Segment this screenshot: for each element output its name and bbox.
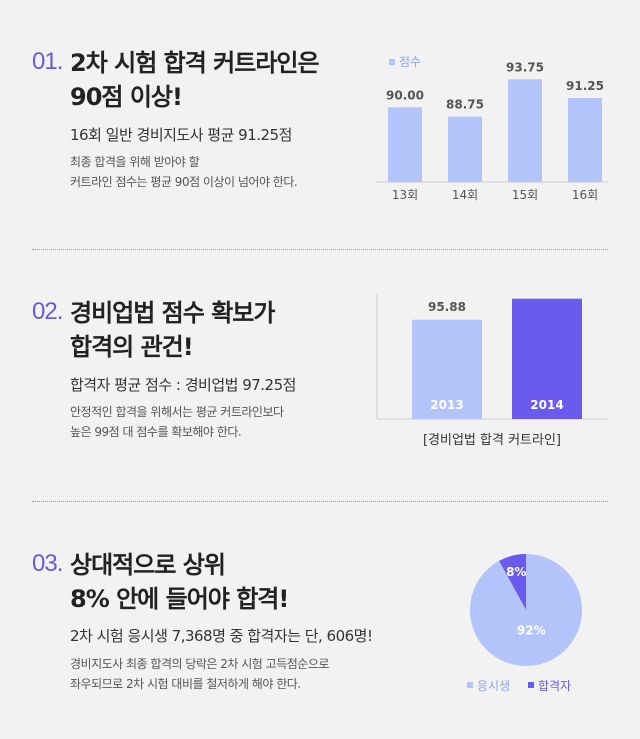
pie-value-label: 8% — [506, 565, 526, 579]
section-description: 최종 합격을 위해 받아야 할 커트라인 점수는 평균 90점 이상이 넘어야 … — [70, 152, 298, 192]
section-heading: 상대적으로 상위 8% 안에 들어야 합격! — [70, 548, 289, 616]
legend-marker — [528, 682, 534, 688]
category-label: 2013 — [430, 398, 463, 412]
legend-label: 응시생 — [477, 679, 510, 693]
section-heading: 2차 시험 합격 커트라인은 90점 이상! — [70, 46, 320, 114]
category-label: 13회 — [392, 188, 418, 202]
heading-line: 2차 시험 합격 커트라인은 — [70, 49, 320, 77]
heading-line: 8% 안에 들어야 합격! — [70, 585, 289, 613]
heading-line: 90점 이상! — [70, 83, 183, 111]
legend-label: 점수 — [399, 55, 421, 69]
section-number: 03. — [32, 550, 63, 577]
section-number: 02. — [32, 298, 63, 325]
section-divider — [32, 249, 608, 250]
bar-value-label: 91.25 — [566, 79, 604, 93]
section-subtitle: 합격자 평균 점수 : 경비업법 97.25점 — [70, 376, 296, 394]
bar-value-label: 88.75 — [446, 98, 484, 112]
section-subtitle: 2차 시험 응시생 7,368명 중 합격자는 단, 606명! — [70, 627, 373, 645]
legend-label: 합격자 — [538, 679, 571, 693]
desc-line: 안정적인 합격을 위해서는 평균 커트라인보다 — [70, 405, 284, 419]
desc-line: 경비지도사 최종 합격의 당락은 2차 시험 고득점순으로 — [70, 657, 329, 671]
section-heading: 경비업법 점수 확보가 합격의 관건! — [70, 296, 275, 364]
legend-marker — [467, 682, 473, 688]
section-number: 01. — [32, 48, 63, 75]
desc-line: 최종 합격을 위해 받아야 할 — [70, 155, 200, 169]
desc-line: 높은 99점 대 점수를 확보해야 한다. — [70, 425, 242, 439]
pie-slice — [499, 554, 526, 610]
score-bar-chart: 점수 90.00 13회 88.75 14회 93.75 15회 91.25 16회 — [376, 55, 608, 202]
law-cutline-bar-chart: 95.88201399.252014 [경비업법 합격 커트라인] — [376, 294, 608, 448]
section-description: 경비지도사 최종 합격의 당락은 2차 시험 고득점순으로 좌우되므로 2차 시… — [70, 654, 329, 694]
section-2: 02. 경비업법 점수 확보가 합격의 관건! 합격자 평균 점수 : 경비업법… — [0, 250, 640, 500]
section-divider — [32, 501, 608, 502]
bar-value-label: 93.75 — [506, 60, 544, 74]
category-label: 15회 — [512, 188, 538, 202]
category-label: 16회 — [572, 188, 598, 202]
category-label: 2014 — [530, 398, 563, 412]
section-1: 01. 2차 시험 합격 커트라인은 90점 이상! 16회 일반 경비지도사 … — [0, 0, 640, 250]
bar-value-label: 95.88 — [428, 300, 466, 314]
bar — [508, 79, 542, 182]
pass-ratio-pie-chart: 92% 8% 응시생 합격자 — [467, 554, 582, 693]
section-subtitle: 16회 일반 경비지도사 평균 91.25점 — [70, 126, 292, 144]
bar — [448, 116, 482, 182]
bar — [412, 319, 482, 419]
desc-line: 좌우되므로 2차 시험 대비를 철저하게 해야 한다. — [70, 677, 301, 691]
pie-slice — [470, 554, 582, 666]
heading-line: 합격의 관건! — [70, 333, 194, 361]
bar — [568, 98, 602, 182]
heading-line: 경비업법 점수 확보가 — [70, 299, 275, 327]
category-label: 14회 — [452, 188, 478, 202]
bar — [388, 107, 422, 182]
heading-line: 상대적으로 상위 — [70, 551, 226, 579]
pie-value-label: 92% — [517, 624, 546, 638]
section-description: 안정적인 합격을 위해서는 평균 커트라인보다 높은 99점 대 점수를 확보해… — [70, 402, 284, 442]
bar — [512, 298, 582, 419]
desc-line: 커트라인 점수는 평균 90점 이상이 넘어야 한다. — [70, 175, 298, 189]
section-3: 03. 상대적으로 상위 8% 안에 들어야 합격! 2차 시험 응시생 7,3… — [0, 502, 640, 739]
legend-marker — [389, 59, 395, 65]
bar-value-label: 90.00 — [386, 88, 424, 102]
chart-title: [경비업법 합격 커트라인] — [423, 433, 561, 448]
